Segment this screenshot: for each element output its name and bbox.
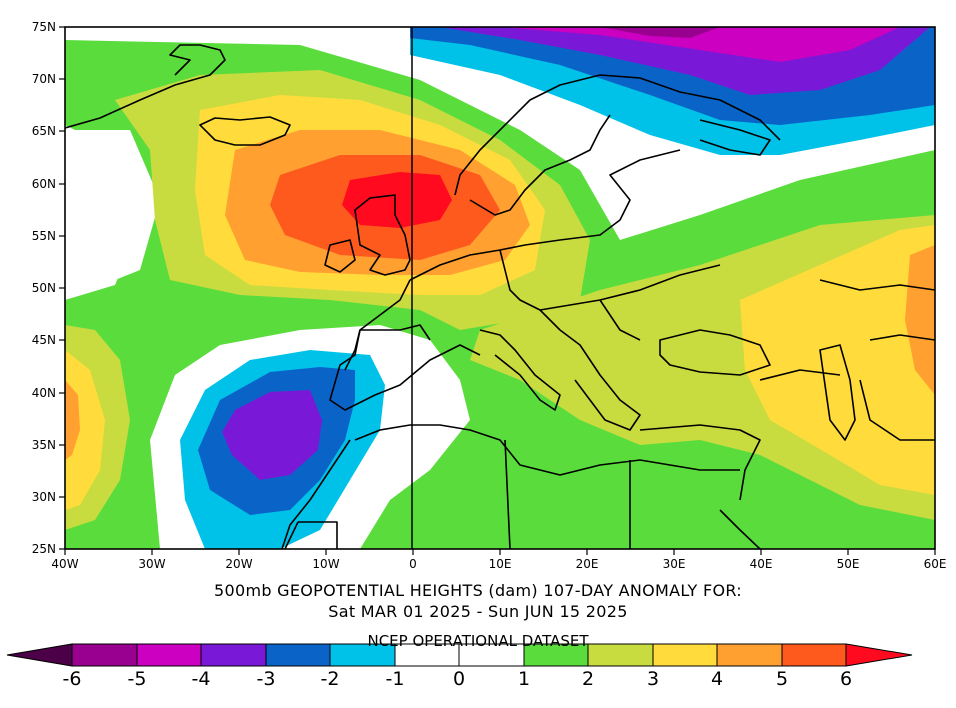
x-tick-label: 10W [312,557,339,571]
colorbar-label: -6 [63,668,82,690]
colorbar-label: -4 [192,668,211,690]
y-tick-label: 75N [32,20,56,34]
y-tick-label: 55N [32,229,56,243]
x-tick-label: 40E [750,557,773,571]
chart-title-line2: Sat MAR 01 2025 - Sun JUN 15 2025 [328,602,628,621]
y-tick-label: 50N [32,281,56,295]
y-tick-label: 40N [32,386,56,400]
x-tick-label: 20E [576,557,599,571]
colorbar-label: 1 [518,668,530,690]
y-tick-label: 35N [32,438,56,452]
x-tick-label: 10E [489,557,512,571]
colorbar-label: 2 [582,668,594,690]
contour-fill-layer [65,27,935,549]
colorbar-label: 5 [776,668,788,690]
colorbar-label: 3 [647,668,659,690]
colorbar-label: -2 [321,668,340,690]
colorbar-label: 4 [711,668,723,690]
colorbar-label: 6 [840,668,852,690]
colorbar-label: -5 [128,668,147,690]
contour-m4 [222,390,322,480]
y-tick-label: 70N [32,72,56,86]
y-tick-label: 45N [32,333,56,347]
x-axis [64,549,936,555]
chart-title-line1: 500mb GEOPOTENTIAL HEIGHTS (dam) 107-DAY… [214,581,742,600]
x-tick-label: 0 [409,557,417,571]
x-tick-label: 50E [837,557,860,571]
colorbar-label: -3 [257,668,276,690]
y-tick-label: 30N [32,490,56,504]
colorbar [6,643,913,667]
colorbar-above-max [845,643,913,667]
y-tick-labels: 75N 70N 65N 60N 55N 50N 45N 40N 35N 30N … [32,20,56,556]
x-tick-label: 20W [225,557,252,571]
y-tick-label: 60N [32,177,56,191]
x-tick-labels: 40W 30W 20W 10W 0 10E 20E 30E 40E 50E 60… [51,557,946,571]
x-tick-label: 30W [138,557,165,571]
dataset-label: NCEP OPERATIONAL DATASET [367,632,589,650]
x-tick-label: 60E [924,557,947,571]
y-tick-label: 65N [32,124,56,138]
colorbar-label: 0 [453,668,465,690]
colorbar-labels: -6 -5 -4 -3 -2 -1 0 1 2 3 4 5 6 [63,668,853,690]
colorbar-label: -1 [386,668,405,690]
y-axis [59,26,65,550]
x-tick-label: 40W [51,557,78,571]
y-tick-label: 25N [32,542,56,556]
contour-p6 [342,172,452,228]
x-tick-label: 30E [663,557,686,571]
coastlines-borders [65,44,935,549]
